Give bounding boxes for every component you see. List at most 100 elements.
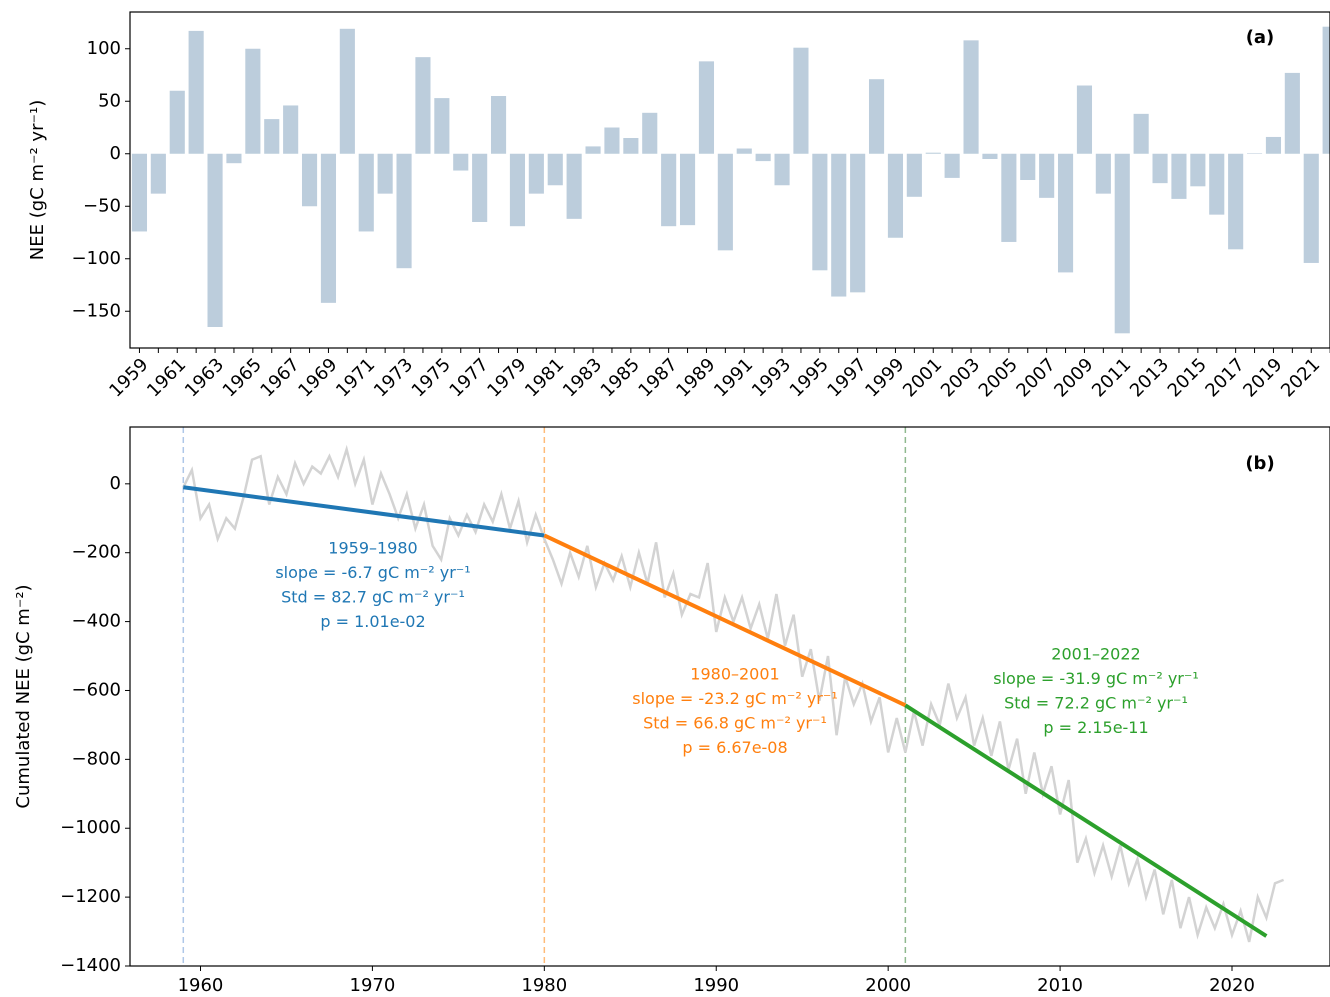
bar — [434, 98, 450, 154]
bar — [377, 153, 393, 194]
x-tick-label: 1983 — [559, 354, 606, 401]
y-tick-label: −100 — [72, 248, 121, 269]
bar — [1303, 153, 1319, 263]
bar — [812, 153, 828, 271]
x-tick-label: 1981 — [521, 354, 568, 401]
plot-frame — [129, 426, 1330, 967]
annotation: Std = 82.7 gC m⁻² yr⁻¹ — [281, 588, 465, 607]
bars-area — [131, 26, 1330, 334]
bar — [207, 153, 223, 327]
bar — [453, 153, 469, 171]
annotation: slope = -31.9 gC m⁻² yr⁻¹ — [993, 669, 1198, 688]
bar — [1039, 153, 1055, 198]
y-tick-label: 50 — [98, 90, 121, 111]
bar — [1076, 85, 1093, 154]
annotation: p = 2.15e-11 — [1043, 718, 1148, 737]
x-tick-label: 1965 — [219, 354, 266, 401]
bar — [1190, 153, 1206, 187]
x-tick-label: 1971 — [332, 354, 379, 401]
bar — [906, 153, 922, 197]
x-tick-label: 2020 — [1209, 975, 1255, 996]
y-axis-label: Cumulated NEE (gC m⁻²) — [13, 584, 34, 808]
x-tick-label: 2003 — [937, 354, 984, 401]
x-tick-label: 2017 — [1201, 354, 1248, 401]
annotation: Std = 72.2 gC m⁻² yr⁻¹ — [1004, 694, 1188, 713]
y-tick-label: −1200 — [60, 886, 121, 907]
bar — [1171, 153, 1187, 199]
bar — [736, 148, 752, 154]
bar — [850, 153, 866, 293]
annotation: p = 6.67e-08 — [682, 738, 787, 757]
bar — [472, 153, 488, 222]
bar — [320, 153, 337, 303]
bar — [339, 28, 355, 154]
y-tick-label: −150 — [72, 300, 121, 321]
panel-label: (a) — [1246, 27, 1275, 48]
bar — [925, 152, 941, 154]
x-tick-label: 1969 — [294, 354, 341, 401]
bar — [283, 105, 299, 154]
bar — [982, 153, 998, 159]
bar — [226, 153, 242, 164]
bar — [358, 153, 374, 232]
bar — [868, 79, 885, 154]
x-tick-label: 2005 — [975, 354, 1022, 401]
annotation: 1980–2001 — [690, 665, 779, 684]
annotation: 2001–2022 — [1051, 645, 1140, 664]
annotation: 1959–1980 — [328, 539, 417, 558]
bar — [245, 48, 261, 154]
x-tick-label: 1979 — [483, 354, 530, 401]
trend-line — [543, 533, 907, 708]
x-tick-label: 1980 — [521, 975, 567, 996]
bar — [1265, 136, 1282, 154]
bar — [396, 153, 412, 269]
bar — [169, 90, 185, 154]
bar — [1228, 153, 1244, 250]
x-tick-label: 1987 — [634, 354, 681, 401]
x-tick-label: 2019 — [1239, 354, 1286, 401]
bar — [131, 153, 148, 232]
annotation: Std = 66.8 gC m⁻² yr⁻¹ — [643, 714, 827, 733]
x-tick-label: 2009 — [1050, 354, 1097, 401]
bar — [1152, 153, 1168, 184]
bar — [604, 127, 620, 154]
bar — [188, 30, 204, 154]
bar — [1246, 153, 1263, 154]
y-tick-label: −200 — [72, 542, 121, 563]
y-tick-label: −1000 — [60, 817, 121, 838]
y-tick-label: −1400 — [60, 955, 121, 976]
bar — [717, 153, 733, 251]
bar — [1133, 113, 1149, 154]
x-tick-label: 1975 — [408, 354, 455, 401]
y-tick-label: 100 — [87, 38, 121, 59]
x-tick-label: 1999 — [861, 354, 908, 401]
bar — [793, 47, 809, 154]
y-tick-label: −50 — [83, 195, 121, 216]
bar — [755, 153, 771, 162]
bar — [623, 138, 639, 154]
panel-label: (b) — [1245, 453, 1274, 474]
trend-line — [183, 485, 545, 538]
lines-area — [182, 427, 1285, 966]
bar — [415, 57, 431, 154]
bar — [1322, 26, 1330, 154]
x-tick-label: 1985 — [597, 354, 644, 401]
annotation: p = 1.01e-02 — [320, 612, 425, 631]
annotation: slope = -23.2 gC m⁻² yr⁻¹ — [632, 689, 837, 708]
y-tick-label: −600 — [72, 679, 121, 700]
y-tick-label: 0 — [110, 143, 121, 164]
x-tick-label: 1959 — [105, 354, 152, 401]
bar — [1057, 153, 1074, 273]
cumulative-line — [182, 444, 1285, 943]
y-tick-label: −800 — [72, 748, 121, 769]
x-tick-label: 1960 — [178, 975, 224, 996]
x-tick-label: 1995 — [786, 354, 833, 401]
x-tick-label: 1973 — [370, 354, 417, 401]
x-tick-label: 2013 — [1126, 354, 1173, 401]
x-tick-label: 1991 — [710, 354, 757, 401]
bar — [264, 119, 280, 154]
bar — [490, 96, 507, 154]
x-tick-label: 2007 — [1012, 354, 1059, 401]
x-tick-label: 2011 — [1088, 354, 1135, 401]
